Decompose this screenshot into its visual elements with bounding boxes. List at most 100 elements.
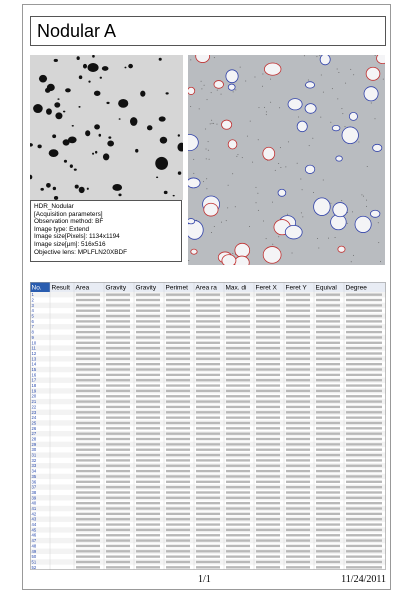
cell-text	[286, 550, 310, 553]
row-number: 10	[32, 340, 37, 345]
cell-text	[136, 293, 160, 296]
row-number: 51	[32, 559, 37, 564]
cell-text	[286, 325, 310, 328]
nodule	[284, 225, 303, 240]
cell-text	[346, 363, 382, 366]
cell-text	[286, 512, 310, 516]
nodule	[92, 152, 95, 155]
speck	[337, 98, 339, 100]
cell-text	[256, 539, 280, 542]
cell-text	[286, 389, 310, 393]
cell-text	[76, 346, 100, 350]
header-label: Equival	[316, 285, 338, 292]
cell-text	[226, 304, 250, 307]
speck	[198, 108, 200, 110]
cell-text	[226, 341, 250, 344]
cell-text	[136, 560, 160, 564]
cell-text	[196, 421, 220, 425]
cell-text	[196, 469, 220, 473]
cell-text	[286, 405, 310, 409]
cell-text	[136, 373, 160, 377]
cell-text	[76, 416, 100, 419]
cell-text	[286, 363, 310, 366]
row-number: 47	[32, 538, 37, 543]
cell-text	[286, 496, 310, 499]
cell-text	[316, 320, 340, 323]
cell-text	[286, 336, 310, 339]
speck	[353, 74, 355, 76]
nodule	[78, 75, 83, 80]
header-label: No.	[32, 285, 42, 292]
speck	[307, 79, 309, 81]
cell-text	[106, 534, 130, 537]
cell-text	[256, 475, 280, 478]
cell-text	[196, 544, 220, 548]
nodule	[118, 193, 122, 197]
cell-text	[286, 566, 310, 569]
speck	[316, 56, 318, 58]
cell-text	[76, 491, 100, 494]
speck	[379, 261, 381, 263]
cell-text	[166, 555, 190, 558]
cell-text	[136, 314, 160, 318]
speck	[213, 122, 215, 124]
cell-text	[346, 459, 382, 462]
cell-text	[346, 304, 382, 307]
cell-text	[136, 330, 160, 334]
cell-text	[286, 518, 310, 521]
cell-text	[76, 544, 100, 548]
cell-text	[316, 555, 340, 558]
cell-text	[196, 389, 220, 393]
cell-text	[226, 512, 250, 516]
speck	[193, 172, 195, 174]
cell-text	[226, 314, 250, 318]
cell-text	[226, 411, 250, 414]
cell-text	[76, 448, 100, 451]
cell-text	[166, 528, 190, 532]
speck	[203, 84, 205, 86]
header-label: Area ra	[196, 285, 218, 292]
cell-text	[346, 437, 382, 441]
nodule	[94, 124, 100, 130]
cell-text	[136, 368, 160, 371]
cell-text	[256, 544, 280, 548]
cell-text	[286, 469, 310, 473]
cell-text	[256, 459, 280, 462]
cell-text	[286, 502, 310, 505]
cell-text	[106, 485, 130, 489]
speck	[211, 122, 213, 124]
speck	[370, 102, 372, 104]
speck	[220, 93, 222, 95]
row-number: 15	[32, 367, 37, 372]
speck	[216, 123, 218, 125]
cell-text	[76, 555, 100, 558]
cell-text	[166, 469, 190, 473]
cell-text	[136, 427, 160, 430]
cell-text	[256, 346, 280, 350]
speck	[246, 135, 248, 137]
row-number: 7	[32, 324, 35, 329]
speck	[322, 91, 324, 93]
row-number: 39	[32, 495, 37, 500]
speck	[209, 123, 211, 125]
cell-text	[196, 443, 220, 446]
cell-text	[106, 443, 130, 446]
cell-text	[346, 309, 382, 312]
cell-text	[316, 309, 340, 312]
cell-text	[316, 534, 340, 537]
cell-text	[346, 379, 382, 382]
cell-text	[286, 475, 310, 478]
speck	[208, 158, 210, 160]
cell-text	[166, 448, 190, 451]
nodule	[335, 155, 343, 162]
cell-text	[286, 352, 310, 355]
cell-text	[226, 373, 250, 377]
cell-text	[256, 309, 280, 312]
cell-text	[346, 341, 382, 344]
cell-text	[76, 437, 100, 441]
cell-text	[196, 411, 220, 414]
speck	[285, 166, 287, 168]
speck	[346, 222, 348, 224]
speck	[338, 72, 340, 74]
cell-text	[316, 346, 340, 350]
